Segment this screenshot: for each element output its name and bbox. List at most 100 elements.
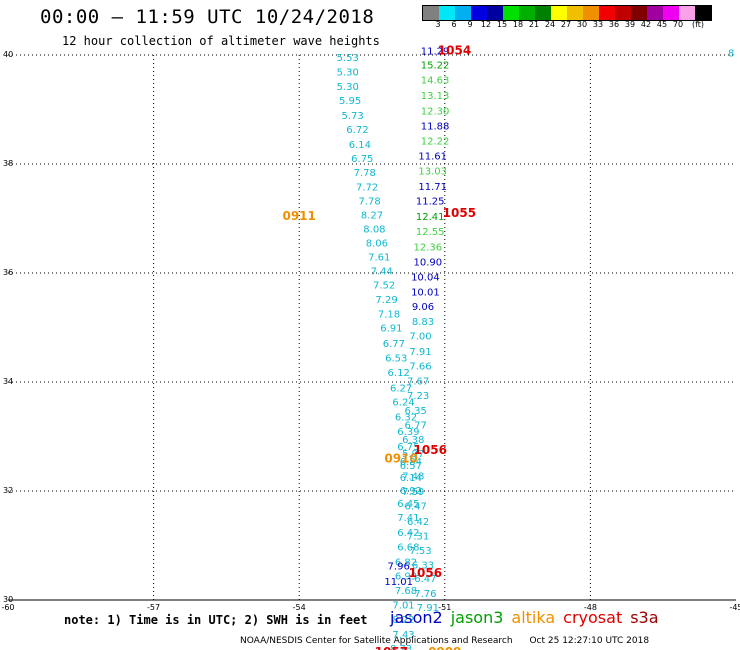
wave-height-value: 6.82 [395, 557, 417, 568]
wave-height-value: 5.53 [337, 53, 359, 64]
wave-height-value: 5.30 [337, 82, 359, 93]
wave-height-value: 6.75 [397, 442, 419, 453]
wave-height-value: 7.61 [368, 253, 390, 264]
wave-height-value: 7.72 [356, 182, 378, 193]
wave-height-value: 7.29 [375, 295, 397, 306]
wave-height-value: 6.42 [397, 528, 419, 539]
legend-label: 6 [451, 20, 457, 29]
wave-height-value: 6.57 [400, 461, 422, 472]
wave-height-value: 7.48 [402, 472, 424, 483]
satellite-pass-id: 0911 [282, 209, 315, 223]
legend-swatch [503, 6, 519, 20]
legend-label: 21 [528, 20, 540, 29]
satellite-legend-s3a: s3a [630, 608, 659, 627]
satellite-legend: jason2 jason3 altika cryosat s3a [390, 608, 667, 627]
wave-height-value: 6.68 [397, 543, 419, 554]
legend-label: 15 [496, 20, 508, 29]
legend-label: 3 [435, 20, 441, 29]
legend-swatch [583, 6, 599, 20]
wave-height-value: 7.66 [409, 362, 431, 373]
wave-height-value: 5.73 [341, 111, 363, 122]
satellite-pass-id: 1056 [414, 443, 447, 457]
satellite-pass-id: 0909 [428, 645, 461, 650]
legend-label: 36 [608, 20, 620, 29]
legend-swatch [695, 6, 711, 20]
legend-swatch [679, 6, 695, 20]
wave-height-value: 7.52 [373, 280, 395, 291]
page-subtitle: 12 hour collection of altimeter wave hei… [62, 34, 380, 48]
wave-height-value: 6.14 [349, 140, 371, 151]
legend-label: 70 [672, 20, 684, 29]
wave-height-value: 6.32 [395, 412, 417, 423]
wave-height-value: 11.61 [418, 151, 447, 162]
legend-label: 39 [624, 20, 636, 29]
wave-height-value: 12.30 [421, 107, 450, 118]
legend-label: 45 [656, 20, 668, 29]
wave-height-value: 6.35 [405, 406, 427, 417]
satellite-pass-id: 0910 [384, 451, 417, 465]
longitude-tick-label: -60 [1, 603, 14, 612]
wave-height-value: 7.31 [407, 532, 429, 543]
legend-label: 12 [480, 20, 492, 29]
satellite-pass-id: 1056 [409, 566, 442, 580]
satellite-legend-altika: altika [511, 608, 556, 627]
latitude-tick-label: 30 [3, 595, 13, 604]
wave-height-value: 7.78 [358, 197, 380, 208]
wave-height-value: 6.75 [351, 154, 373, 165]
longitude-tick-label: -51 [438, 603, 451, 612]
legend-swatch [599, 6, 615, 20]
wave-height-value: 7.78 [354, 168, 376, 179]
wave-height-value: 6.12 [388, 368, 410, 379]
wave-height-value: 6.72 [346, 125, 368, 136]
wave-height-value: 11.25 [416, 197, 445, 208]
wave-height-value: 7.41 [397, 513, 419, 524]
legend-label: 24 [544, 20, 556, 29]
wave-height-value: 7.91 [417, 603, 439, 614]
wave-height-value: 7.96 [388, 562, 410, 573]
wave-height-value: 11.71 [418, 182, 447, 193]
satellite-legend-jason3: jason3 [450, 608, 504, 627]
wave-height-value: 8.08 [363, 224, 385, 235]
wave-height-value: 6.39 [397, 427, 419, 438]
legend-label: (ft) [691, 20, 705, 29]
wave-height-value: 8.22 [392, 615, 414, 626]
wave-height-value: 6.47 [405, 502, 427, 513]
wave-height-value: 7.23 [407, 391, 429, 402]
wave-height-value: 6.99 [395, 571, 417, 582]
wave-height-value: 15.22 [421, 60, 450, 71]
wave-height-value: 7.18 [378, 309, 400, 320]
legend-swatch [423, 6, 439, 20]
wave-height-value: 7.67 [407, 376, 429, 387]
wave-height-value: 6.27 [390, 383, 412, 394]
satellite-legend-cryosat: cryosat [563, 608, 623, 627]
wave-height-value: 5.95 [339, 96, 361, 107]
wave-height-value: 6.77 [383, 339, 405, 350]
wave-height-value: 6.38 [402, 435, 424, 446]
legend-swatch [663, 6, 679, 20]
wave-height-value: 6.91 [380, 324, 402, 335]
wave-height-value: 7.91 [409, 347, 431, 358]
wave-height-legend-labels: 3 6 9 12 15 18 21 24 27 30 33 36 39 42 45 70 (ft) [422, 20, 740, 32]
wave-height-value: 7.59 [402, 487, 424, 498]
wave-height-value: 7.44 [371, 266, 393, 277]
legend-label: 33 [592, 20, 604, 29]
legend-swatch [455, 6, 471, 20]
wave-height-value: 12.36 [413, 242, 442, 253]
note-text: note: 1) Time is in UTC; 2) SWH is in fe… [64, 613, 368, 627]
wave-height-value: 7.01 [392, 600, 414, 611]
satellite-pass-id: 1055 [443, 206, 476, 220]
wave-height-value: 7.68 [395, 586, 417, 597]
wave-height-value: 7.53 [409, 546, 431, 557]
latitude-tick-label: 36 [3, 268, 13, 277]
wave-height-value: 6.84 [400, 457, 422, 468]
wave-height-value: 8.27 [361, 211, 383, 222]
wave-height-value: 6.77 [405, 421, 427, 432]
footer-timestamp: Oct 25 12:27:10 UTC 2018 [529, 636, 650, 646]
wave-height-value: 13.03 [418, 167, 447, 178]
wave-height-value: 6.42 [407, 517, 429, 528]
wave-height-value: 11.88 [421, 121, 450, 132]
wave-height-value: 7.76 [414, 589, 436, 600]
legend-swatch [647, 6, 663, 20]
legend-swatch [487, 6, 503, 20]
wave-height-value: 5.30 [337, 67, 359, 78]
